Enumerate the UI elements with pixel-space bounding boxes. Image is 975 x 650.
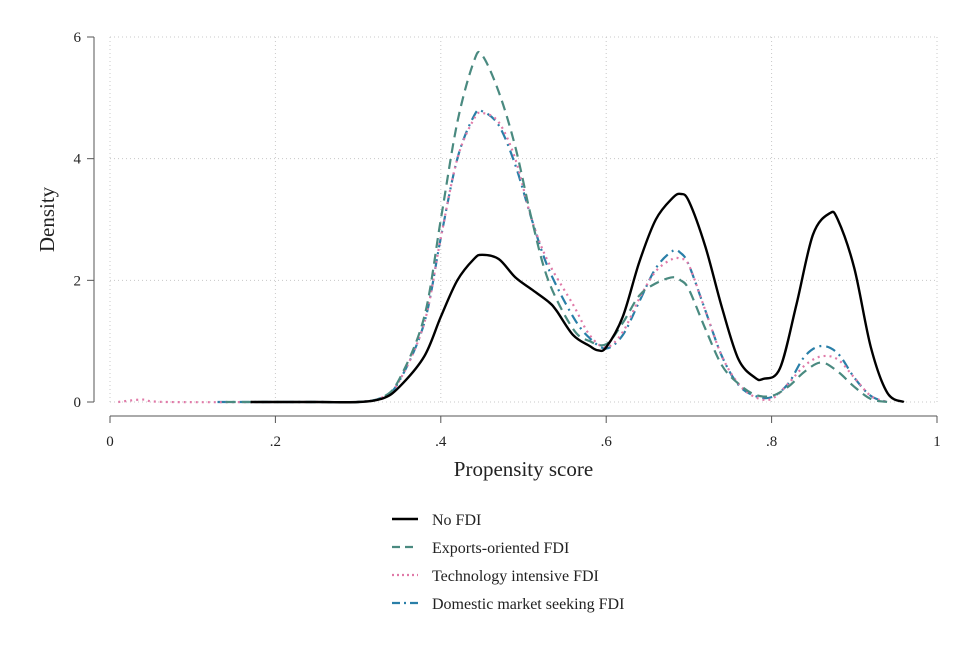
x-axis-title: Propensity score <box>454 457 593 481</box>
series-line-no-fdi <box>250 192 905 404</box>
series-line-exports-oriented-fdi <box>225 50 888 404</box>
y-tick-label: 0 <box>74 395 82 411</box>
x-tick-label: .6 <box>601 434 613 450</box>
legend-label: Exports-oriented FDI <box>432 540 569 557</box>
y-axis-title: Density <box>35 186 59 252</box>
y-tick-label: 2 <box>74 273 82 289</box>
series-line-domestic-market-seeking-fdi <box>217 108 888 404</box>
x-tick-label: 1 <box>933 434 941 450</box>
x-ticks: 0 .2 .4 .6 .8 1 <box>106 416 941 450</box>
legend-label: Domestic market seeking FDI <box>432 596 624 613</box>
y-tick-label: 4 <box>74 152 82 168</box>
x-tick-label: 0 <box>106 434 114 450</box>
axes <box>93 37 937 417</box>
legend: No FDI Exports-oriented FDI Technology int… <box>392 512 624 613</box>
gridlines <box>109 36 938 403</box>
legend-label: No FDI <box>432 512 481 529</box>
y-ticks: 0 2 4 6 <box>74 30 94 411</box>
x-tick-label: .8 <box>766 434 777 450</box>
y-tick-label: 6 <box>74 30 82 46</box>
x-tick-label: .4 <box>435 434 447 450</box>
x-tick-label: .2 <box>270 434 281 450</box>
series-lines <box>118 50 905 404</box>
legend-label: Technology intensive FDI <box>432 568 599 585</box>
